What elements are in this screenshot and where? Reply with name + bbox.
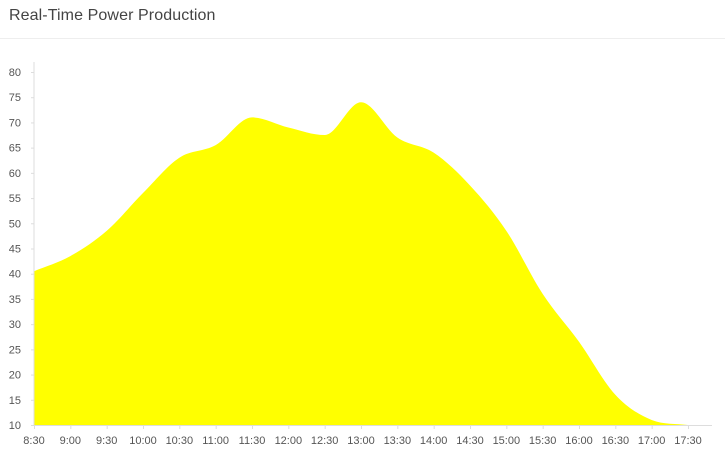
panel-header: Real-Time Power Production	[0, 0, 725, 39]
x-tick-label: 14:00	[420, 435, 448, 447]
y-tick-label: 75	[9, 92, 21, 104]
x-tick-label: 10:30	[166, 435, 194, 447]
x-tick-label: 12:00	[275, 435, 303, 447]
x-tick-label: 11:00	[202, 435, 229, 447]
y-tick-label: 35	[9, 294, 21, 306]
y-tick-label: 25	[9, 344, 21, 356]
x-tick-label: 8:30	[23, 435, 44, 447]
x-tick-label: 9:00	[60, 435, 81, 447]
y-tick-label: 10	[9, 420, 21, 432]
y-tick-label: 80	[9, 67, 21, 79]
y-tick-label: 45	[9, 244, 21, 256]
x-tick-label: 16:00	[565, 435, 593, 447]
x-tick-label: 12:30	[311, 435, 339, 447]
x-tick-label: 9:30	[96, 435, 117, 447]
x-tick-label: 13:30	[384, 435, 412, 447]
power-area-series	[34, 102, 688, 425]
x-tick-label: 14:30	[456, 435, 484, 447]
y-tick-label: 55	[9, 193, 21, 205]
y-tick-label: 50	[9, 218, 21, 230]
x-tick-label: 13:00	[347, 435, 375, 447]
y-tick-label: 70	[9, 117, 21, 129]
y-tick-label: 60	[9, 168, 21, 180]
x-tick-label: 11:30	[239, 435, 266, 447]
panel-title: Real-Time Power Production	[9, 7, 216, 24]
x-tick-label: 17:30	[674, 435, 702, 447]
x-tick-label: 16:30	[602, 435, 630, 447]
y-tick-label: 15	[9, 395, 21, 407]
y-tick-label: 40	[9, 269, 21, 281]
y-tick-label: 20	[9, 370, 21, 382]
y-tick-label: 30	[9, 319, 21, 331]
y-tick-label: 65	[9, 143, 21, 155]
x-tick-label: 10:00	[129, 435, 157, 447]
x-tick-label: 17:00	[638, 435, 666, 447]
power-production-chart: 10 15 20 25 30 35 40 45 50 55 60 65 70 75 80 8:30 9:00 9:…	[9, 62, 712, 447]
x-tick-label: 15:00	[493, 435, 521, 447]
x-tick-label: 15:30	[529, 435, 557, 447]
